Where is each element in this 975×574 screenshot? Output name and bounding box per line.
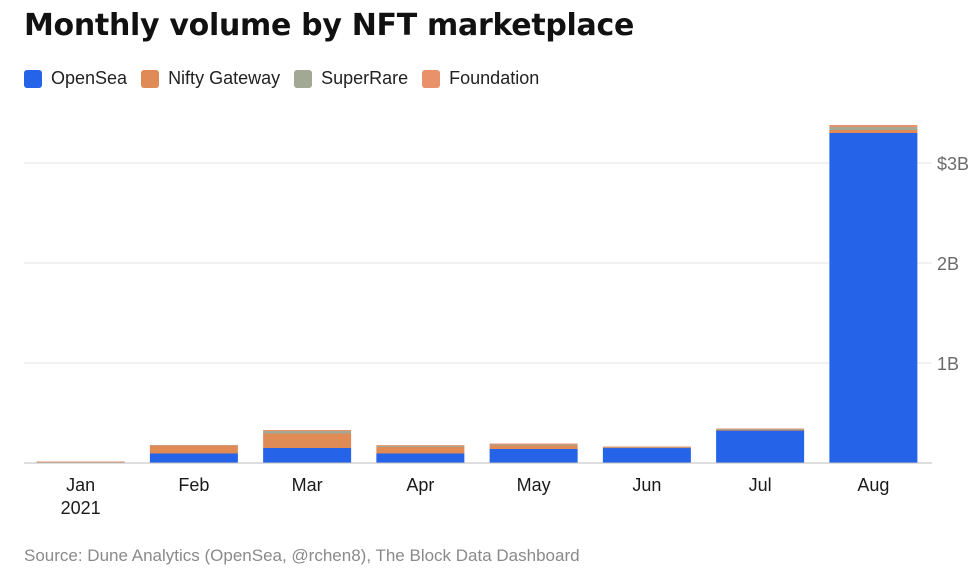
legend-item-superrare: SuperRare [294,68,408,89]
bar-segment-opensea [489,449,578,463]
bar-segment-superrare [602,447,691,448]
bar-segment-superrare [376,445,465,447]
y-tick-label: 2B [937,254,959,274]
x-tick-label: 2021 [61,498,101,518]
x-tick-label: May [517,475,551,495]
bar-segment-opensea [376,453,465,463]
bar-segment-foundation [36,461,125,463]
y-tick-label: 1B [937,354,959,374]
bar-segment-foundation [149,445,238,446]
y-tick-label: $3B [937,154,969,174]
chart-title: Monthly volume by NFT marketplace [24,8,635,43]
bar-segment-foundation [602,446,691,448]
source-note: Source: Dune Analytics (OpenSea, @rchen8… [24,546,580,565]
legend-item-nifty-gateway: Nifty Gateway [141,68,280,89]
legend: OpenSea Nifty Gateway SuperRare Foundati… [24,68,539,89]
legend-label-superrare: SuperRare [321,68,409,88]
legend-label-foundation: Foundation [449,68,540,88]
x-tick-label: Jul [749,475,772,495]
legend-swatch-opensea [24,69,42,88]
legend-swatch-nifty-gateway [141,69,160,88]
bar-segment-superrare [829,127,918,130]
bar-segment-nifty-gateway [489,445,578,449]
bar-segment-foundation [376,445,465,446]
x-tick-label: Apr [406,475,434,495]
bar-segment-opensea [149,453,238,463]
bar-segment-opensea [829,133,918,463]
bar-segment-superrare [716,429,805,430]
x-tick-label: Aug [857,475,889,495]
x-tick-label: Feb [178,475,209,495]
legend-label-opensea: OpenSea [51,68,128,88]
bar-segment-foundation [489,443,578,445]
bar-segment-nifty-gateway [716,430,805,431]
bar-segment-nifty-gateway [376,447,465,454]
x-tick-label: Jan [66,475,95,495]
x-tick-label: Mar [292,475,323,495]
bar-segment-foundation [829,125,918,127]
stacked-bar-chart: 1B 2B $3B Jan 2021 Feb Mar Apr May Jun Jul Aug [24,125,969,518]
bar-segment-superrare [489,444,578,446]
legend-item-opensea: OpenSea [24,68,127,89]
bar-segment-foundation [716,428,805,430]
bar-segment-opensea [602,448,691,463]
legend-item-foundation: Foundation [422,68,539,89]
legend-swatch-foundation [422,69,441,88]
bar-segment-opensea [716,430,805,463]
bar-segment-nifty-gateway [149,446,238,454]
legend-swatch-superrare [294,69,313,88]
x-tick-label: Jun [632,475,661,495]
bar-segment-nifty-gateway [829,130,918,133]
bar-segment-opensea [263,448,352,463]
bar-segment-foundation [263,430,352,431]
bar-segment-nifty-gateway [263,433,352,448]
legend-label-nifty-gateway: Nifty Gateway [168,68,281,88]
bar-segment-superrare [263,431,352,434]
bar-segment-nifty-gateway [602,447,691,449]
